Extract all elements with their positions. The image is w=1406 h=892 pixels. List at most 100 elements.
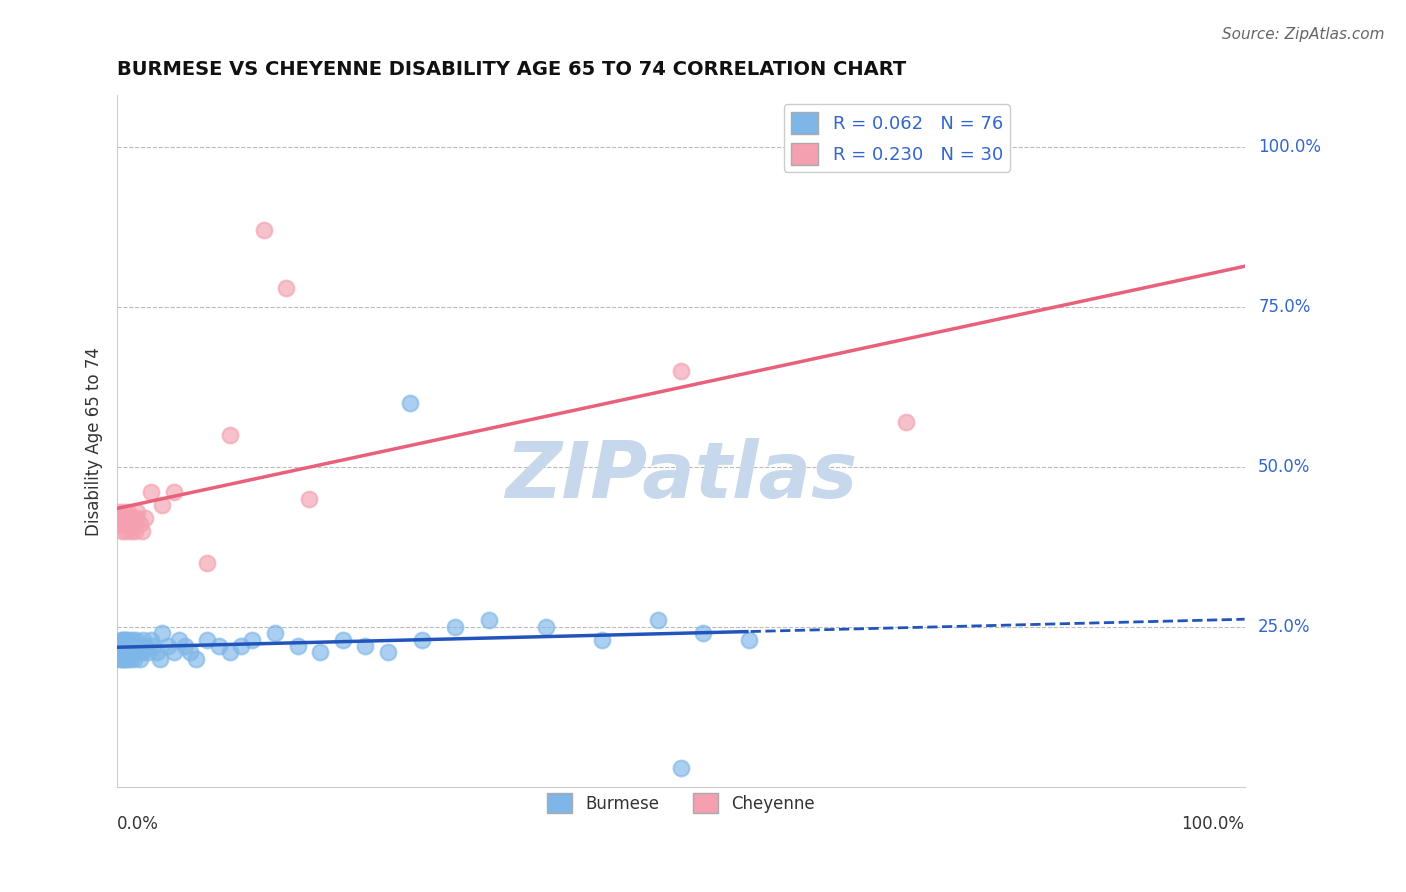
- Point: [107, 511, 129, 525]
- Point: [111, 639, 134, 653]
- Point: [114, 652, 136, 666]
- Point: [111, 524, 134, 538]
- Point: [125, 511, 148, 525]
- Point: [156, 639, 179, 653]
- Point: [118, 517, 141, 532]
- Point: [114, 645, 136, 659]
- Point: [117, 632, 139, 647]
- Point: [173, 639, 195, 653]
- Point: [122, 517, 145, 532]
- Text: 100.0%: 100.0%: [1181, 814, 1244, 832]
- Text: 0.0%: 0.0%: [117, 814, 159, 832]
- Point: [122, 645, 145, 659]
- Point: [108, 652, 131, 666]
- Point: [195, 632, 218, 647]
- Point: [150, 626, 173, 640]
- Point: [219, 645, 242, 659]
- Point: [287, 639, 309, 653]
- Point: [117, 645, 139, 659]
- Legend: Burmese, Cheyenne: Burmese, Cheyenne: [540, 787, 821, 820]
- Point: [208, 639, 231, 653]
- Point: [117, 505, 139, 519]
- Point: [125, 632, 148, 647]
- Point: [591, 632, 613, 647]
- Point: [122, 639, 145, 653]
- Point: [118, 652, 141, 666]
- Point: [737, 632, 759, 647]
- Point: [117, 511, 139, 525]
- Point: [128, 652, 150, 666]
- Point: [478, 614, 501, 628]
- Point: [120, 639, 142, 653]
- Point: [110, 632, 132, 647]
- Point: [118, 645, 141, 659]
- Point: [111, 652, 134, 666]
- Point: [112, 632, 135, 647]
- Point: [145, 645, 167, 659]
- Point: [149, 652, 172, 666]
- Point: [115, 632, 138, 647]
- Point: [309, 645, 332, 659]
- Point: [110, 639, 132, 653]
- Point: [139, 632, 162, 647]
- Point: [167, 632, 190, 647]
- Point: [219, 427, 242, 442]
- Point: [253, 223, 276, 237]
- Point: [115, 524, 138, 538]
- Point: [692, 626, 714, 640]
- Point: [117, 652, 139, 666]
- Point: [377, 645, 399, 659]
- Point: [179, 645, 201, 659]
- Point: [111, 511, 134, 525]
- Point: [132, 632, 155, 647]
- Point: [127, 505, 149, 519]
- Point: [108, 645, 131, 659]
- Point: [264, 626, 287, 640]
- Point: [111, 639, 134, 653]
- Text: 50.0%: 50.0%: [1258, 458, 1310, 475]
- Point: [111, 652, 134, 666]
- Point: [110, 517, 132, 532]
- Point: [242, 632, 264, 647]
- Point: [136, 645, 159, 659]
- Point: [131, 524, 153, 538]
- Point: [134, 511, 156, 525]
- Point: [127, 639, 149, 653]
- Point: [110, 645, 132, 659]
- Point: [121, 511, 143, 525]
- Text: 75.0%: 75.0%: [1258, 298, 1310, 316]
- Point: [124, 645, 146, 659]
- Point: [112, 639, 135, 653]
- Point: [122, 652, 145, 666]
- Y-axis label: Disability Age 65 to 74: Disability Age 65 to 74: [86, 347, 103, 535]
- Point: [669, 761, 692, 775]
- Text: BURMESE VS CHEYENNE DISABILITY AGE 65 TO 74 CORRELATION CHART: BURMESE VS CHEYENNE DISABILITY AGE 65 TO…: [117, 60, 907, 78]
- Point: [111, 645, 134, 659]
- Point: [534, 620, 557, 634]
- Text: Source: ZipAtlas.com: Source: ZipAtlas.com: [1222, 27, 1385, 42]
- Point: [112, 645, 135, 659]
- Point: [131, 645, 153, 659]
- Point: [411, 632, 433, 647]
- Point: [114, 517, 136, 532]
- Point: [332, 632, 354, 647]
- Point: [896, 415, 918, 429]
- Point: [444, 620, 467, 634]
- Point: [134, 639, 156, 653]
- Text: ZIPatlas: ZIPatlas: [505, 438, 858, 514]
- Point: [399, 396, 422, 410]
- Point: [117, 639, 139, 653]
- Point: [128, 645, 150, 659]
- Point: [298, 491, 321, 506]
- Point: [184, 652, 207, 666]
- Point: [121, 632, 143, 647]
- Point: [354, 639, 377, 653]
- Point: [107, 639, 129, 653]
- Point: [162, 645, 184, 659]
- Point: [117, 639, 139, 653]
- Point: [120, 645, 142, 659]
- Point: [112, 505, 135, 519]
- Point: [162, 485, 184, 500]
- Text: 25.0%: 25.0%: [1258, 618, 1310, 636]
- Text: 100.0%: 100.0%: [1258, 137, 1322, 156]
